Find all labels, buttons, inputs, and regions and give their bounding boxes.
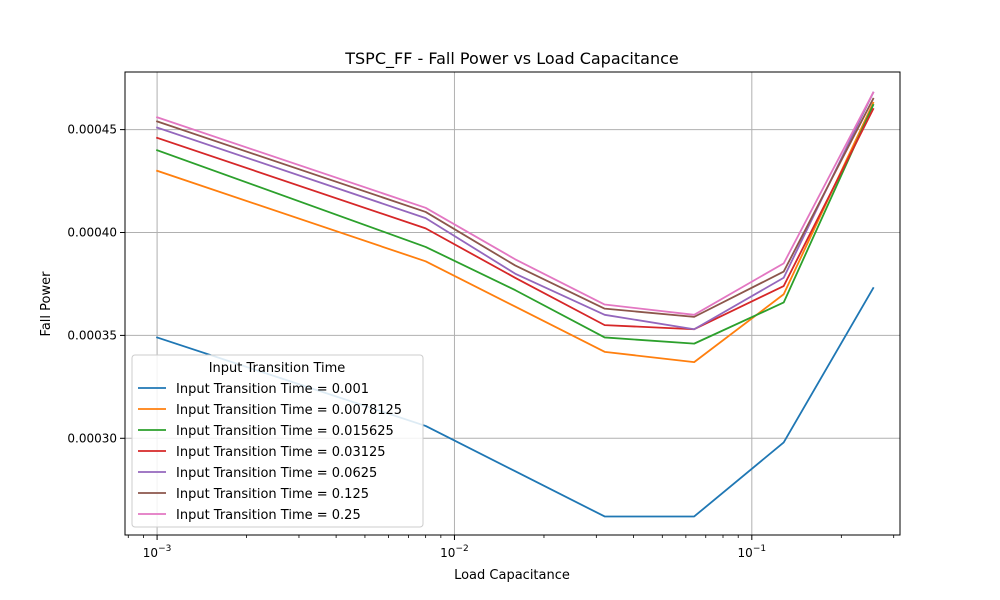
legend-items: Input Transition Time = 0.001 Input Trans… bbox=[138, 382, 402, 523]
legend-item-label: Input Transition Time = 0.125 bbox=[176, 487, 369, 502]
y-axis-ticks: 0.00030 0.00035 0.00040 0.00045 bbox=[67, 123, 125, 445]
series-line-6 bbox=[155, 91, 875, 316]
legend-item-label: Input Transition Time = 0.0625 bbox=[176, 466, 377, 481]
y-tick-label: 0.00035 bbox=[67, 328, 117, 342]
series-line-4 bbox=[155, 91, 875, 331]
legend-item-label: Input Transition Time = 0.015625 bbox=[176, 424, 394, 439]
legend-item-label: Input Transition Time = 0.001 bbox=[176, 382, 369, 397]
series-lines bbox=[155, 91, 875, 518]
legend-box bbox=[131, 354, 424, 528]
legend-item-label: Input Transition Time = 0.25 bbox=[176, 508, 361, 523]
x-tick-label: 10−1 bbox=[738, 544, 767, 560]
series-line-5 bbox=[155, 97, 875, 318]
chart-title: TSPC_FF - Fall Power vs Load Capacitance bbox=[344, 49, 678, 69]
series-line-2 bbox=[155, 103, 875, 345]
legend-item-label: Input Transition Time = 0.0078125 bbox=[176, 403, 402, 418]
y-tick-label: 0.00040 bbox=[67, 226, 117, 240]
y-tick-label: 0.00045 bbox=[67, 123, 117, 137]
plot-area-frame bbox=[124, 71, 901, 536]
x-tick-label: 10−3 bbox=[143, 544, 172, 560]
legend: Input Transition Time Input Transition T… bbox=[131, 354, 424, 528]
legend-item-label: Input Transition Time = 0.03125 bbox=[176, 445, 386, 460]
x-axis-label: Load Capacitance bbox=[454, 568, 570, 583]
y-axis-label: Fall Power bbox=[39, 271, 54, 337]
x-axis-ticks: 10−3 10−2 10−1 bbox=[127, 535, 895, 560]
legend-title: Input Transition Time bbox=[209, 361, 346, 376]
series-line-3 bbox=[155, 107, 875, 331]
series-line-1 bbox=[155, 101, 875, 364]
series-line-0 bbox=[155, 286, 875, 518]
y-tick-label: 0.00030 bbox=[67, 431, 117, 445]
x-tick-label: 10−2 bbox=[440, 544, 469, 560]
